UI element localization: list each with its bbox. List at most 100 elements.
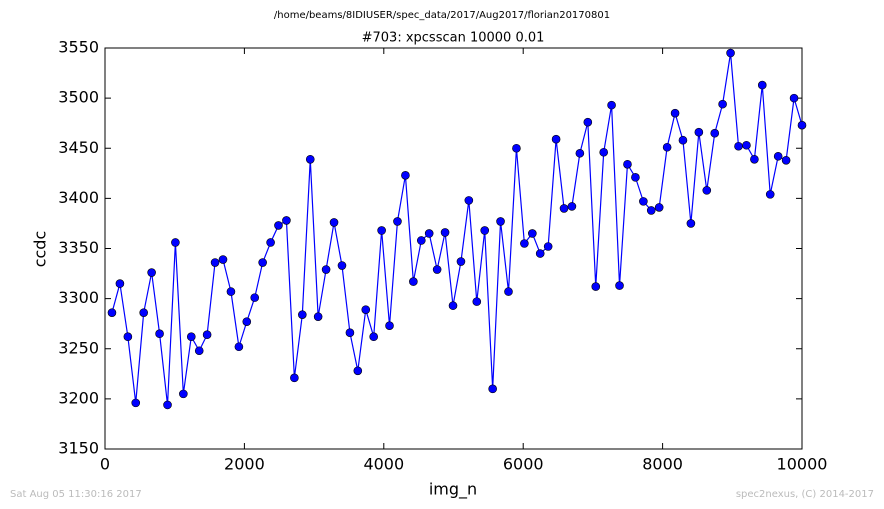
y-tick-label: 3350 bbox=[58, 238, 99, 257]
data-point bbox=[797, 120, 807, 130]
data-point bbox=[591, 282, 601, 291]
data-point bbox=[543, 242, 553, 251]
x-tick-label: 10000 bbox=[777, 455, 828, 474]
data-point bbox=[242, 317, 252, 326]
data-point bbox=[115, 279, 125, 288]
y-tick-label: 3400 bbox=[58, 188, 99, 207]
data-point bbox=[353, 366, 363, 376]
data-point bbox=[472, 297, 482, 306]
data-point bbox=[781, 155, 791, 165]
data-point bbox=[369, 332, 378, 342]
data-point bbox=[329, 218, 339, 227]
data-point bbox=[789, 93, 799, 103]
data-point bbox=[488, 384, 497, 394]
data-point bbox=[107, 308, 117, 317]
data-point bbox=[710, 128, 720, 138]
data-point bbox=[528, 229, 537, 238]
data-point bbox=[361, 305, 371, 314]
data-point bbox=[377, 226, 386, 235]
data-point bbox=[210, 258, 220, 267]
data-point bbox=[496, 217, 505, 226]
x-tick-label: 6000 bbox=[503, 455, 544, 474]
data-point bbox=[512, 143, 521, 153]
data-point bbox=[385, 321, 394, 330]
x-tick-label: 8000 bbox=[642, 455, 683, 474]
data-point bbox=[631, 173, 640, 182]
data-point bbox=[186, 332, 196, 342]
data-point bbox=[551, 134, 561, 144]
y-tick-label: 3450 bbox=[58, 138, 99, 157]
data-line bbox=[111, 52, 803, 405]
data-point bbox=[290, 373, 299, 383]
data-point bbox=[345, 328, 355, 338]
y-axis-label: ccdc bbox=[31, 231, 50, 268]
data-point bbox=[131, 398, 141, 408]
data-point bbox=[639, 197, 648, 206]
y-tick-label: 3200 bbox=[58, 388, 99, 407]
data-point bbox=[773, 151, 783, 161]
data-point bbox=[686, 219, 696, 228]
data-point bbox=[194, 346, 204, 356]
data-point bbox=[662, 142, 672, 152]
data-point bbox=[734, 141, 743, 151]
data-point bbox=[274, 221, 283, 230]
data-point bbox=[504, 287, 513, 296]
data-point bbox=[678, 135, 688, 145]
data-point bbox=[535, 249, 545, 258]
data-point bbox=[409, 277, 418, 286]
y-tick-label: 3150 bbox=[58, 439, 99, 458]
data-point bbox=[654, 203, 664, 212]
data-point bbox=[282, 216, 291, 225]
data-point bbox=[702, 186, 712, 195]
y-tick-label: 3250 bbox=[58, 338, 99, 357]
data-point bbox=[464, 196, 474, 205]
data-point bbox=[432, 265, 442, 274]
data-point bbox=[742, 140, 751, 150]
data-point bbox=[670, 108, 680, 118]
data-point bbox=[416, 236, 426, 245]
data-point bbox=[321, 265, 331, 274]
data-point bbox=[575, 148, 585, 158]
data-point bbox=[726, 48, 735, 58]
data-point bbox=[520, 239, 529, 248]
data-point bbox=[298, 310, 307, 319]
x-tick-label: 4000 bbox=[363, 455, 404, 474]
data-point bbox=[250, 293, 260, 302]
data-point bbox=[583, 117, 593, 127]
data-point bbox=[401, 171, 410, 180]
data-point bbox=[456, 257, 466, 266]
data-point bbox=[448, 301, 458, 310]
data-point bbox=[599, 147, 609, 157]
data-point bbox=[234, 342, 244, 352]
data-point bbox=[393, 217, 402, 226]
y-tick-label: 3550 bbox=[58, 38, 99, 57]
data-point bbox=[163, 400, 172, 410]
data-point bbox=[313, 312, 323, 321]
footer-date: Sat Aug 05 11:30:16 2017 bbox=[10, 489, 142, 500]
data-point bbox=[424, 229, 434, 238]
data-point bbox=[202, 330, 212, 340]
data-point bbox=[258, 258, 267, 267]
data-point bbox=[139, 308, 148, 317]
plot-frame bbox=[104, 47, 803, 450]
data-point bbox=[480, 226, 490, 235]
data-point bbox=[567, 202, 577, 211]
data-point bbox=[607, 100, 616, 110]
data-point bbox=[218, 255, 228, 264]
x-axis-label: img_n bbox=[429, 480, 477, 500]
data-point bbox=[266, 238, 275, 247]
data-point bbox=[147, 268, 156, 277]
y-tick-label: 3500 bbox=[58, 88, 99, 107]
data-point bbox=[765, 190, 775, 199]
data-point bbox=[440, 228, 450, 237]
data-point bbox=[615, 281, 624, 290]
data-point bbox=[623, 159, 632, 169]
data-point bbox=[171, 238, 180, 247]
file-path: /home/beams/8IDIUSER/spec_data/2017/Aug2… bbox=[274, 10, 610, 21]
data-point bbox=[694, 127, 704, 137]
data-point bbox=[155, 329, 164, 339]
data-point bbox=[337, 261, 347, 270]
y-tick-label: 3300 bbox=[58, 288, 99, 307]
data-point bbox=[757, 80, 767, 90]
